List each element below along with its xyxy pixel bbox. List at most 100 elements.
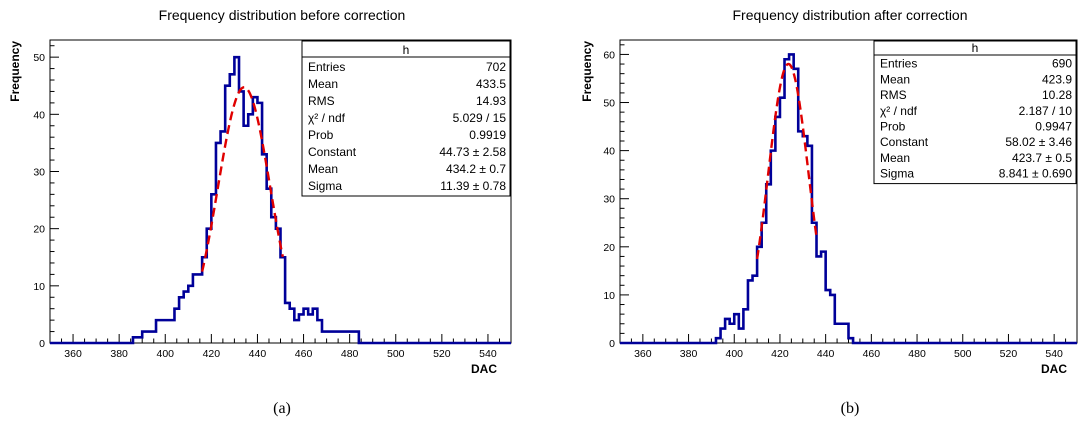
stats-box-frame [301, 40, 511, 197]
histogram-bin [253, 97, 258, 343]
plot-area: 360 380 400 420 440 460 480 500 520 540 0 10 20 30 40 5… [33, 39, 512, 360]
x-tick-label: 420 [771, 348, 789, 360]
histogram-bin [299, 314, 304, 343]
histogram-bin [812, 223, 817, 343]
stats-box-frame [873, 40, 1077, 185]
stats-value: 8.841 ± 0.690 [999, 167, 1073, 181]
stats-label: Prob [308, 128, 334, 142]
histogram-bin [198, 274, 203, 343]
y-tick-label: 20 [603, 242, 615, 254]
x-tick-label: 440 [249, 348, 267, 360]
stats-box: h Entries 690 Mean 423.9 RMS 10.28 χ² / ndf 2.18… [873, 40, 1077, 185]
stats-value: 433.5 [476, 77, 506, 91]
stats-value: 434.2 ± 0.7 [446, 162, 506, 176]
x-tick-label: 400 [725, 348, 743, 360]
x-tick-label: 480 [908, 348, 926, 360]
stats-value: 11.39 ± 0.78 [440, 179, 506, 193]
stats-box: h Entries 702 Mean 433.5 RMS 14.93 χ² / ndf 5.02… [301, 40, 511, 197]
histogram-bin [757, 247, 762, 343]
histogram-bin [748, 280, 753, 343]
stats-value: 423.9 [1042, 72, 1072, 86]
x-tick-label: 520 [1000, 348, 1018, 360]
stats-value: 0.9919 [469, 128, 506, 142]
panel-b: Frequency distribution after correction … [580, 7, 1078, 417]
histogram-bin [835, 324, 840, 343]
stats-label: Mean [308, 162, 338, 176]
stats-label: χ² / ndf [308, 111, 346, 125]
histogram-bin [844, 324, 849, 343]
histogram-bin [775, 117, 780, 343]
stats-label: Entries [880, 57, 917, 71]
x-axis-title: DAC [471, 362, 497, 376]
histogram-bin [262, 154, 267, 343]
stats-value: 44.73 ± 2.58 [439, 145, 506, 159]
x-tick-label: 540 [479, 348, 497, 360]
histogram-bin [313, 309, 318, 343]
histogram-bin [327, 332, 359, 343]
stats-value: 423.7 ± 0.5 [1012, 151, 1072, 165]
histogram-bin [294, 320, 299, 343]
y-tick-label: 10 [603, 290, 615, 302]
histogram-bin [308, 314, 313, 343]
x-tick-label: 520 [433, 348, 451, 360]
histogram-bin [780, 98, 785, 343]
x-axis-title: DAC [1041, 362, 1067, 376]
x-tick-label: 440 [817, 348, 835, 360]
chart-title: Frequency distribution after correction [733, 7, 968, 23]
histogram-bin [317, 320, 322, 343]
x-tick-label: 460 [295, 348, 313, 360]
histogram-bin [716, 338, 721, 343]
y-tick-label: 0 [39, 338, 45, 350]
stats-value: 5.029 / 15 [453, 111, 507, 125]
histogram-bin [798, 131, 803, 343]
histogram-bin [221, 131, 226, 343]
gaussian-fit-curve [200, 86, 284, 272]
histogram-bin [730, 324, 735, 343]
histogram-bin [248, 114, 253, 343]
panel-caption: (b) [841, 400, 860, 417]
stats-value: 0.9947 [1035, 120, 1072, 134]
histogram-bin [830, 295, 835, 343]
stats-header: h [972, 41, 979, 55]
histogram-bin [839, 324, 844, 343]
histogram-bin [165, 320, 170, 343]
stats-label: Constant [308, 145, 357, 159]
x-tick-label: 480 [341, 348, 359, 360]
histogram-bin [766, 184, 771, 343]
stats-label: Mean [880, 151, 910, 165]
x-tick-label: 460 [863, 348, 881, 360]
y-tick-label: 20 [33, 224, 45, 236]
x-tick-label: 380 [110, 348, 128, 360]
y-tick-label: 10 [33, 281, 45, 293]
stats-value: 14.93 [476, 94, 506, 108]
x-tick-label: 540 [1045, 348, 1063, 360]
histogram-bin [821, 252, 826, 343]
histogram-bin [193, 274, 198, 343]
histogram-bin [184, 292, 189, 343]
histogram-bin [789, 54, 794, 343]
panel-caption: (a) [273, 400, 291, 417]
y-tick-label: 40 [603, 146, 615, 158]
histogram-bin [188, 286, 193, 343]
histogram-bin [170, 320, 175, 343]
histogram-bin [179, 297, 184, 343]
y-tick-label: 30 [33, 166, 45, 178]
stats-value: 702 [486, 60, 506, 74]
y-tick-label: 50 [33, 52, 45, 64]
panel-a: Frequency distribution before correction… [8, 7, 512, 417]
x-tick-label: 400 [156, 348, 174, 360]
stats-label: χ² / ndf [880, 104, 918, 118]
stats-label: Sigma [308, 179, 342, 193]
y-axis-title: Frequency [580, 41, 594, 102]
histogram-bin [739, 329, 744, 343]
histogram-outline [620, 53, 1077, 345]
stats-label: Entries [308, 60, 345, 74]
x-tick-label: 420 [203, 348, 221, 360]
histogram-bin [138, 337, 143, 343]
x-tick-label: 380 [680, 348, 698, 360]
histogram-bin [721, 329, 726, 343]
histogram-bin [207, 229, 212, 343]
stats-label: Sigma [880, 167, 914, 181]
histogram-bin [156, 320, 161, 343]
stats-label: Constant [880, 135, 929, 149]
